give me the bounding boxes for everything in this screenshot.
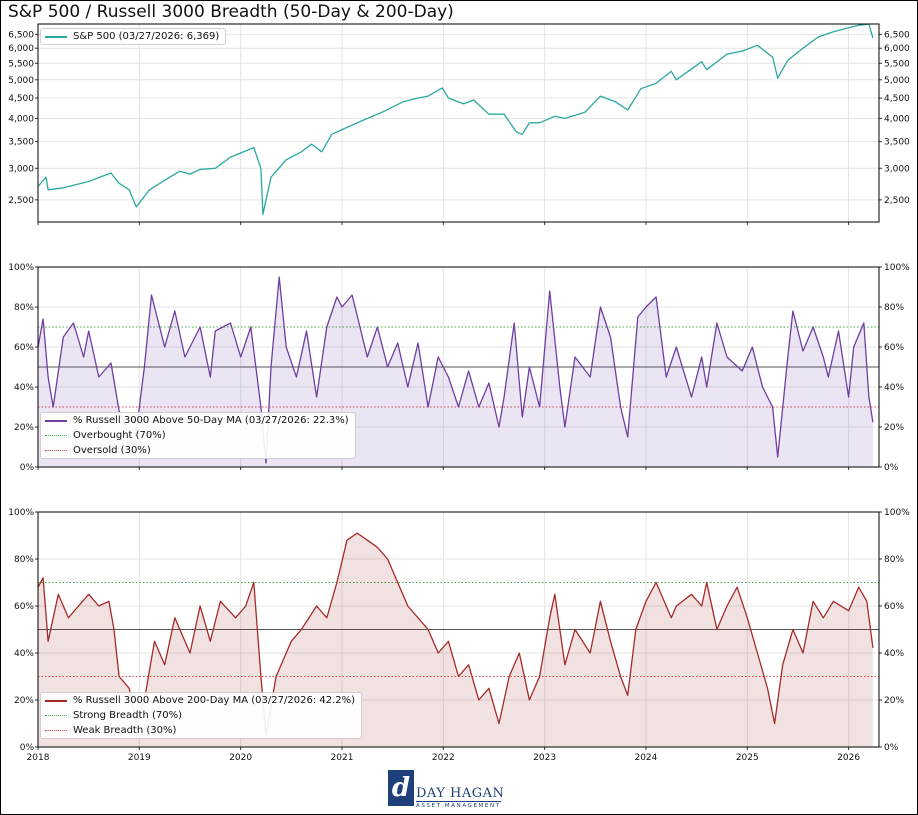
legend-label-200day: % Russell 3000 Above 200-Day MA (03/27/2… (73, 695, 356, 706)
logo-subtitle: ASSET MANAGEMENT (416, 801, 501, 809)
series-line (37, 276, 874, 464)
x-tick-label: 2023 (533, 753, 556, 763)
legend-sp500: S&P 500 (03/27/2026: 6,369) (40, 28, 227, 45)
series-line (37, 23, 874, 215)
y-tick-label-left: 40% (14, 649, 34, 659)
y-tick-label-right: 100% (884, 263, 910, 273)
x-tick-label: 2019 (128, 753, 151, 763)
legend-entry-200day: % Russell 3000 Above 200-Day MA (03/27/2… (41, 693, 361, 708)
y-tick-label-right: 0% (884, 463, 899, 473)
y-tick-label-left: 6,000 (8, 44, 34, 54)
y-tick-label-left: 100% (8, 508, 34, 518)
y-tick-label-left: 5,500 (8, 59, 34, 69)
y-tick-label-left: 5,000 (8, 76, 34, 86)
y-tick-label-left: 40% (14, 383, 34, 393)
legend-label-strong-breadth: Strong Breadth (70%) (73, 710, 182, 721)
y-tick-label-right: 100% (884, 508, 910, 518)
chart-title: S&P 500 / Russell 3000 Breadth (50-Day &… (8, 2, 454, 22)
legend-entry-strong-breadth: Strong Breadth (70%) (41, 708, 361, 723)
legend-label-overbought: Overbought (70%) (73, 430, 166, 441)
y-tick-label-right: 4,000 (884, 114, 910, 124)
x-tick-label: 2021 (331, 753, 354, 763)
y-tick-label-right: 40% (884, 383, 904, 393)
y-tick-label-left: 4,500 (8, 94, 34, 104)
legend-swatch-200day (45, 699, 67, 702)
x-tick-label: 2024 (634, 753, 657, 763)
y-tick-label-left: 0% (20, 743, 35, 753)
y-tick-label-left: 80% (14, 555, 34, 565)
y-tick-label-left: 4,000 (8, 114, 34, 124)
legend-swatch-overbought (45, 435, 67, 436)
y-tick-label-right: 4,500 (884, 94, 910, 104)
y-tick-label-left: 20% (14, 423, 34, 433)
y-tick-label-right: 80% (884, 303, 904, 313)
y-tick-label-right: 20% (884, 423, 904, 433)
legend-swatch-strong-breadth (45, 715, 67, 716)
y-tick-label-right: 40% (884, 649, 904, 659)
y-tick-label-right: 2,500 (884, 196, 910, 206)
y-tick-label-right: 3,500 (884, 138, 910, 148)
y-tick-label-left: 60% (14, 602, 34, 612)
y-tick-label-left: 0% (20, 463, 35, 473)
y-tick-label-right: 3,000 (884, 164, 910, 174)
plot-frame (37, 266, 880, 468)
y-tick-label-left: 3,000 (8, 164, 34, 174)
logo-name: DAY HAGAN (416, 786, 505, 801)
day-hagan-logo: d DAY HAGAN ASSET MANAGEMENT (388, 770, 508, 810)
y-tick-label-right: 5,500 (884, 59, 910, 69)
y-tick-label-left: 20% (14, 696, 34, 706)
x-tick-label: 2018 (27, 753, 50, 763)
legend-entry-weak-breadth: Weak Breadth (30%) (41, 723, 361, 738)
legend-label-50day: % Russell 3000 Above 50-Day MA (03/27/20… (73, 415, 349, 426)
legend-200day: % Russell 3000 Above 200-Day MA (03/27/2… (40, 692, 363, 739)
legend-entry-sp500: S&P 500 (03/27/2026: 6,369) (41, 29, 225, 44)
y-tick-label-right: 60% (884, 602, 904, 612)
plot-frame (37, 23, 880, 223)
y-tick-label-right: 60% (884, 343, 904, 353)
x-tick-label: 2020 (229, 753, 252, 763)
y-tick-label-right: 6,000 (884, 44, 910, 54)
y-tick-label-left: 100% (8, 263, 34, 273)
y-tick-label-left: 6,500 (8, 30, 34, 40)
legend-entry-oversold: Oversold (30%) (41, 443, 355, 458)
y-tick-label-right: 5,000 (884, 76, 910, 86)
legend-label-sp500: S&P 500 (03/27/2026: 6,369) (73, 31, 220, 42)
x-tick-label: 2025 (736, 753, 759, 763)
y-tick-label-left: 3,500 (8, 138, 34, 148)
y-tick-label-left: 80% (14, 303, 34, 313)
x-tick-label: 2026 (837, 753, 860, 763)
y-tick-label-right: 80% (884, 555, 904, 565)
legend-label-oversold: Oversold (30%) (73, 445, 151, 456)
legend-swatch-weak-breadth (45, 730, 67, 731)
legend-entry-50day: % Russell 3000 Above 50-Day MA (03/27/20… (41, 413, 355, 428)
legend-swatch-sp500 (45, 35, 67, 38)
y-tick-label-right: 20% (884, 696, 904, 706)
y-tick-label-left: 2,500 (8, 196, 34, 206)
legend-swatch-50day (45, 419, 67, 422)
legend-label-weak-breadth: Weak Breadth (30%) (73, 725, 177, 736)
y-tick-label-right: 0% (884, 743, 899, 753)
series-line (37, 532, 874, 736)
x-tick-label: 2022 (432, 753, 455, 763)
plot-frame (37, 511, 880, 748)
logo-mark-icon: d (388, 770, 414, 806)
legend-50day: % Russell 3000 Above 50-Day MA (03/27/20… (40, 412, 356, 459)
y-tick-label-left: 60% (14, 343, 34, 353)
legend-entry-overbought: Overbought (70%) (41, 428, 355, 443)
y-tick-label-right: 6,500 (884, 30, 910, 40)
legend-swatch-oversold (45, 450, 67, 451)
